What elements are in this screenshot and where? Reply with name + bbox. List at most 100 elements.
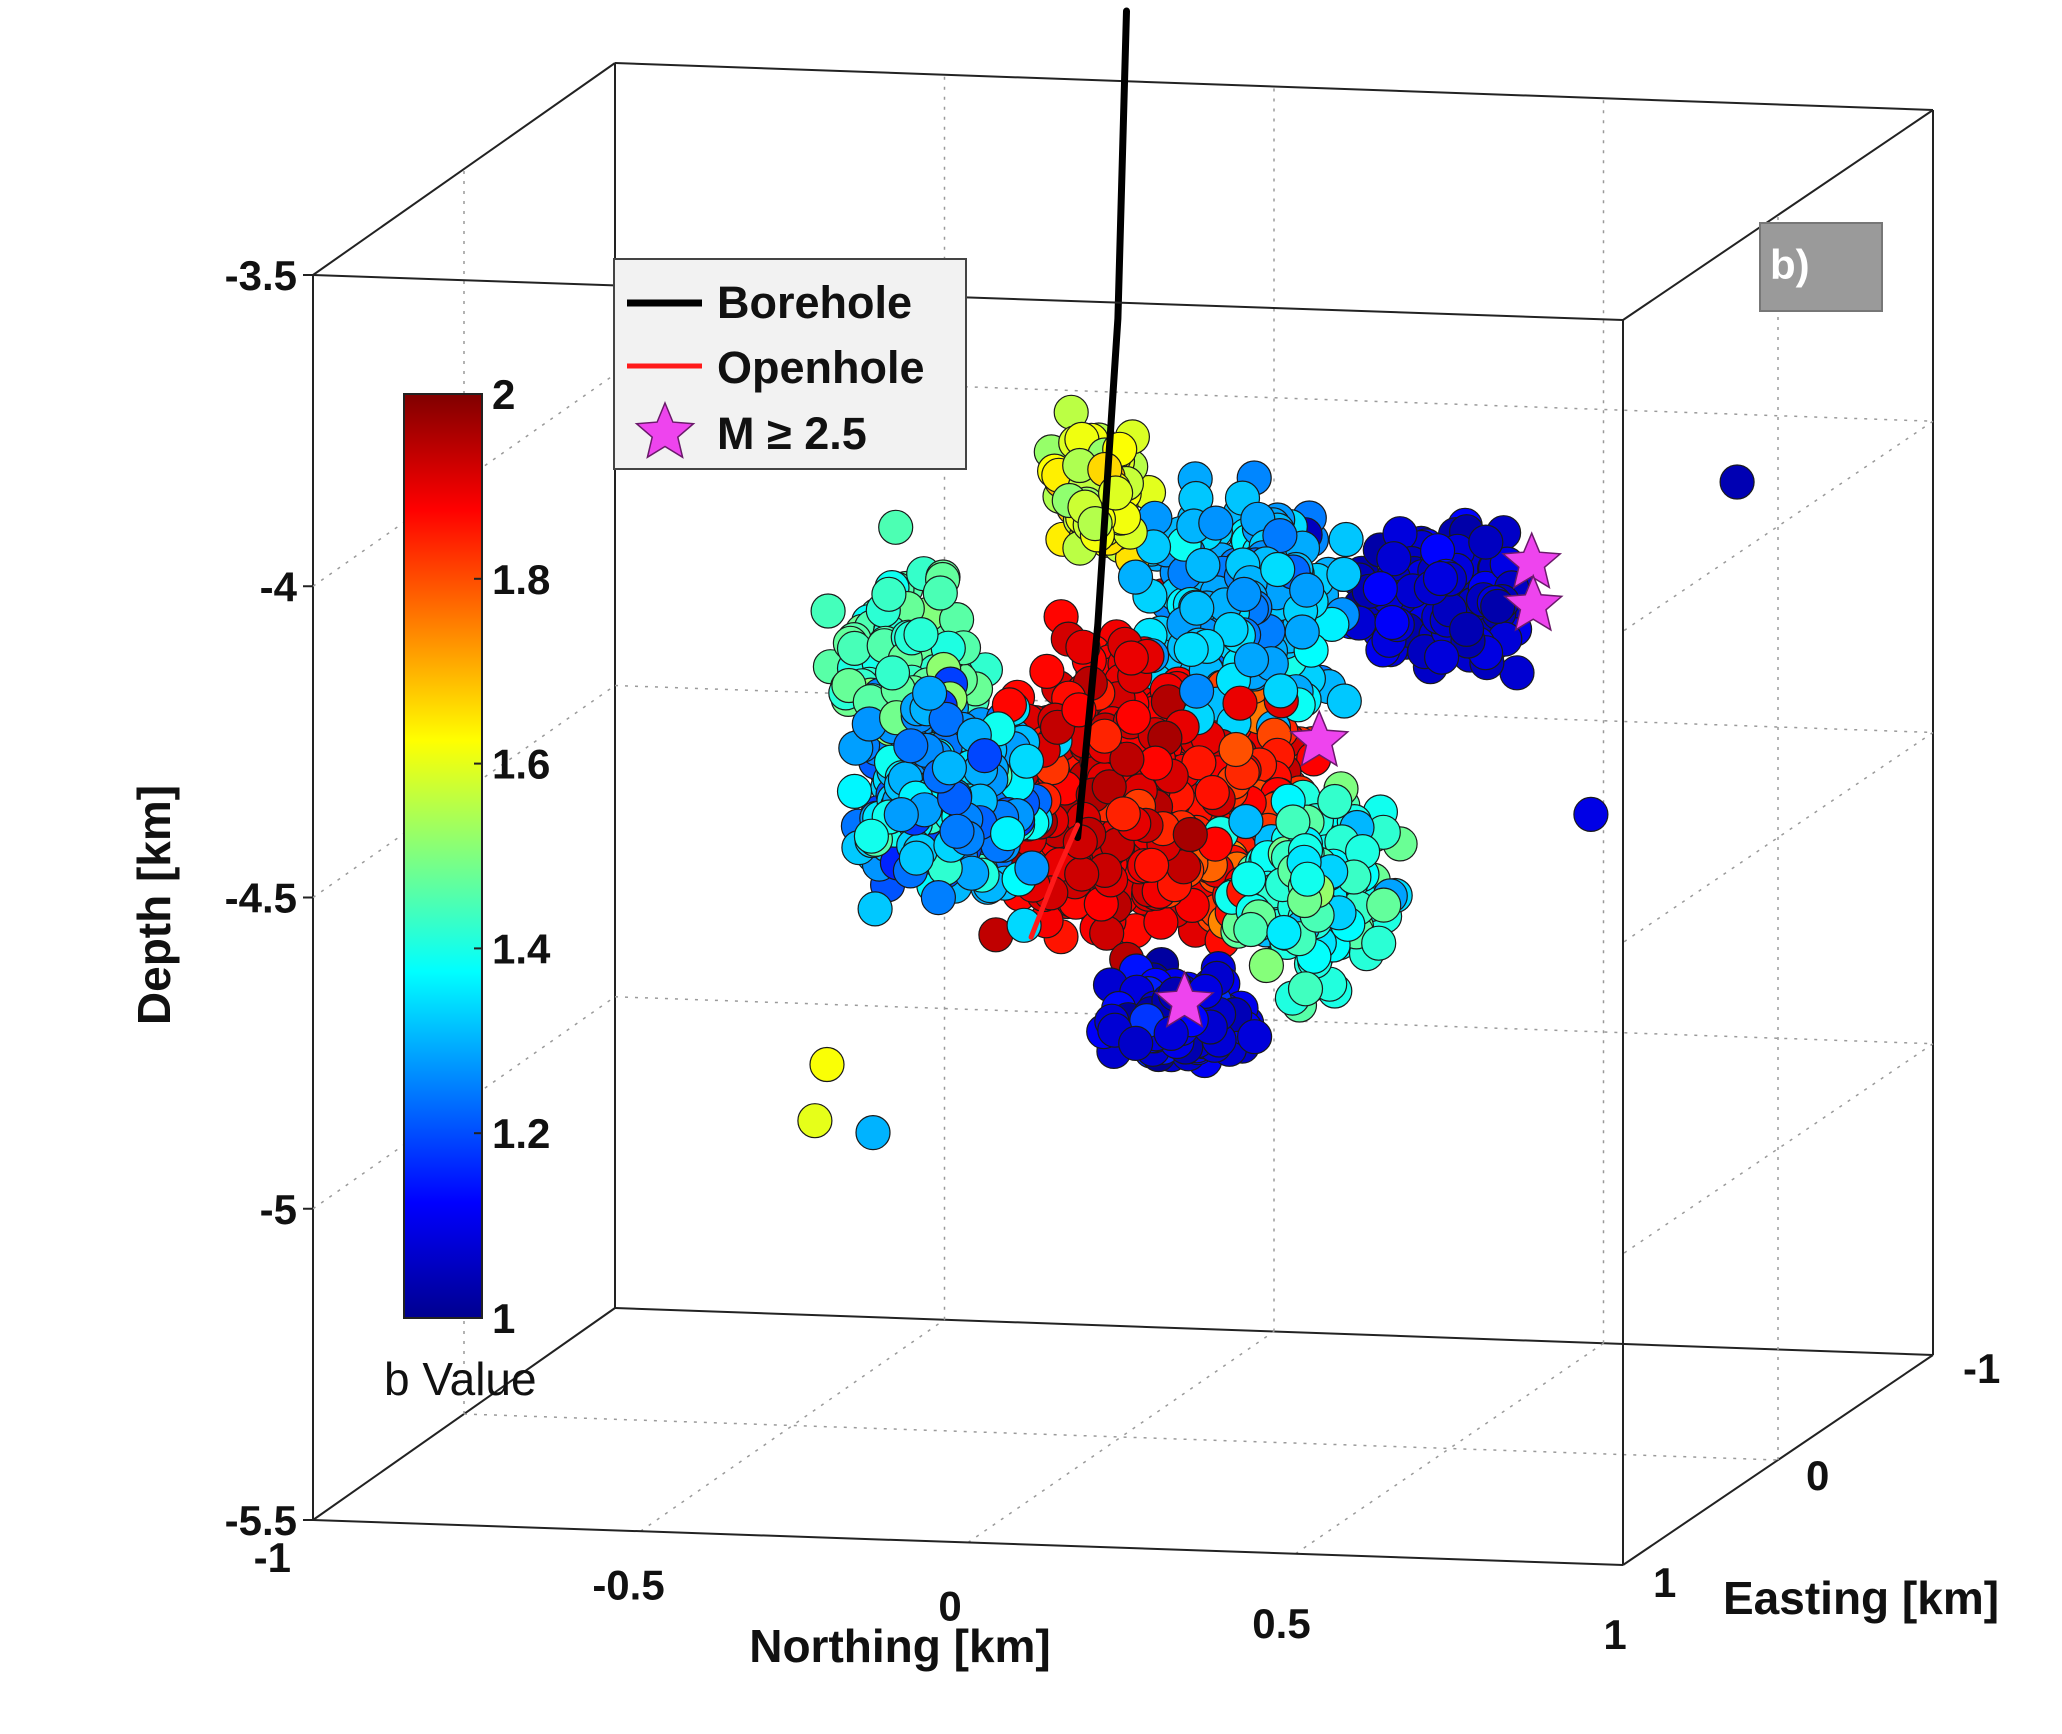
event-point — [1172, 816, 1208, 853]
axis-ticks: -3.5-4-4.5-5-5.5-1-0.5 0 0.5 1-101 — [225, 252, 2001, 1658]
event-point — [1105, 796, 1141, 832]
event-point — [1185, 547, 1221, 584]
event-point — [1287, 971, 1324, 1007]
event-point — [1115, 699, 1152, 735]
event-point — [797, 1103, 833, 1139]
event-point — [1423, 639, 1460, 675]
colorbar-tick-label: 1.8 — [492, 556, 550, 603]
event-point — [1573, 796, 1609, 833]
box-edge-front-bottom — [312, 1519, 1624, 1566]
event-point — [1361, 925, 1397, 961]
grid-line — [967, 1330, 1275, 1544]
grid-line — [1622, 1043, 1934, 1255]
colorbar-gradient — [403, 393, 483, 1319]
magnitude-star — [1501, 531, 1563, 589]
grid-line — [1295, 1342, 1604, 1555]
x-tick-label: 1 — [1603, 1611, 1626, 1658]
event-point — [1262, 673, 1299, 709]
event-point — [1328, 521, 1364, 558]
event-point — [871, 576, 907, 612]
event-point — [939, 813, 975, 849]
colorbar-tick-label: 1.6 — [492, 741, 550, 788]
event-point — [1179, 590, 1215, 626]
colorbar-tick-label: 1.4 — [492, 925, 551, 972]
event-point — [1448, 611, 1485, 648]
event-point — [1260, 551, 1296, 588]
event-point — [1226, 576, 1262, 613]
legend-borehole-label: Borehole — [717, 277, 912, 328]
y-tick-label: -1 — [1963, 1345, 2000, 1392]
xlabel: Northing [km] — [749, 1620, 1051, 1672]
colorbar-tick-label: 1 — [492, 1295, 515, 1342]
x-tick-label: -0.5 — [592, 1561, 664, 1608]
grid-line — [1622, 731, 1934, 944]
zlabel: Depth [km] — [128, 785, 180, 1025]
trace-borehole — [1074, 7, 1130, 841]
event-point — [1266, 914, 1302, 951]
event-point — [1362, 570, 1398, 607]
grid-line — [1622, 420, 1934, 632]
well-traces — [1028, 7, 1130, 940]
y-tick-label: 0 — [1806, 1452, 1829, 1499]
event-point — [1133, 847, 1170, 883]
event-point — [1198, 505, 1234, 541]
event-point — [920, 879, 957, 916]
colorbar-tick-label: 1.2 — [492, 1110, 550, 1157]
event-point — [855, 1114, 891, 1151]
event-point — [898, 840, 935, 876]
event-point — [931, 750, 968, 786]
z-tick-label: -5 — [260, 1186, 297, 1233]
magnitude-star — [1154, 970, 1215, 1028]
magnitude-star — [1288, 709, 1350, 768]
event-point — [1029, 653, 1065, 690]
legend-star-label: M ≥ 2.5 — [717, 408, 867, 459]
event-point — [1228, 803, 1264, 840]
event-point — [1284, 614, 1320, 650]
grid-line — [640, 1319, 945, 1532]
x-tick-label: 0 — [938, 1583, 961, 1630]
event-point — [878, 509, 914, 545]
seismic-events — [797, 394, 1755, 1151]
event-point — [1086, 718, 1123, 754]
panel-label-box — [1759, 222, 1883, 312]
event-point — [1109, 741, 1145, 777]
event-point — [1480, 588, 1516, 625]
event-point — [1213, 611, 1249, 648]
z-tick-label: -5.5 — [225, 1497, 297, 1544]
event-point — [1173, 631, 1209, 668]
box-edge-front-top — [312, 274, 1624, 321]
event-point — [1230, 861, 1267, 897]
event-point — [1366, 887, 1402, 923]
event-point — [1218, 731, 1254, 768]
event-point — [1194, 774, 1230, 811]
event-point — [1233, 911, 1269, 948]
legend-openhole-label: Openhole — [717, 342, 925, 393]
legend: Borehole Openhole M ≥ 2.5 — [613, 258, 967, 470]
event-point — [1222, 685, 1258, 721]
legend-star-swatch — [634, 401, 696, 459]
event-point — [1113, 640, 1149, 676]
event-point — [883, 796, 919, 833]
event-point — [903, 616, 939, 653]
event-point — [1118, 1025, 1154, 1062]
event-point — [989, 815, 1026, 852]
trace-openhole — [1028, 822, 1081, 940]
box-edge-left-top — [312, 62, 616, 276]
grid-line — [312, 996, 616, 1210]
event-point — [1317, 783, 1353, 820]
ylabel: Easting [km] — [1723, 1572, 1999, 1624]
colorbar-tick-label: 2 — [492, 371, 515, 418]
event-point — [1376, 541, 1412, 577]
event-point — [836, 773, 873, 810]
event-point — [857, 891, 893, 927]
event-point — [1248, 947, 1285, 984]
x-tick-label: -1 — [254, 1534, 291, 1581]
event-point — [1499, 655, 1535, 691]
event-point — [1374, 604, 1410, 641]
event-point — [1289, 572, 1325, 608]
event-point — [874, 655, 911, 691]
event-point — [853, 818, 890, 854]
large-events — [1154, 531, 1564, 1028]
